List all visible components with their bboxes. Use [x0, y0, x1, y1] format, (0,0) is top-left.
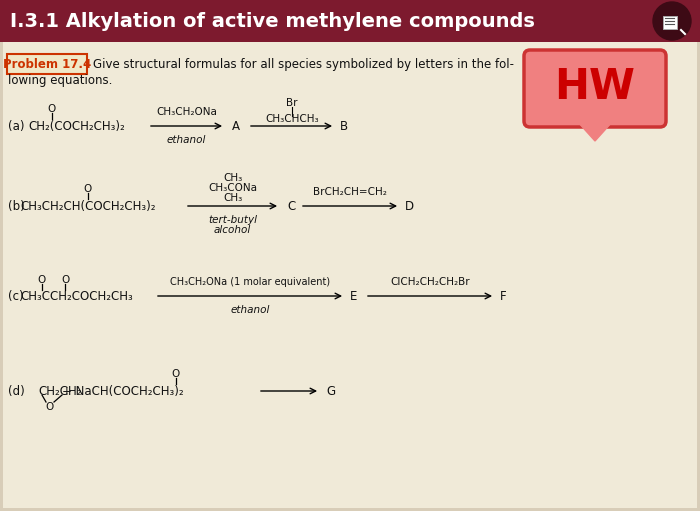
Text: + NaCH(COCH₂CH₃)₂: + NaCH(COCH₂CH₃)₂ — [62, 384, 183, 398]
Text: O: O — [84, 184, 92, 194]
Text: CH₃: CH₃ — [223, 193, 242, 203]
Text: C: C — [287, 199, 295, 213]
Text: E: E — [350, 290, 358, 303]
Text: O: O — [61, 275, 69, 285]
Text: CH₃CH₂ONa: CH₃CH₂ONa — [156, 107, 217, 117]
Text: tert-butyl: tert-butyl — [208, 215, 257, 225]
Text: CH₃CH₂CH(COCH₂CH₃)₂: CH₃CH₂CH(COCH₂CH₃)₂ — [20, 199, 155, 213]
FancyBboxPatch shape — [0, 0, 700, 42]
Text: I.3.1 Alkylation of active methylene compounds: I.3.1 Alkylation of active methylene com… — [10, 12, 535, 31]
Text: lowing equations.: lowing equations. — [8, 74, 113, 86]
FancyBboxPatch shape — [7, 54, 87, 74]
Text: CH₃CH₂ONa (1 molar equivalent): CH₃CH₂ONa (1 molar equivalent) — [170, 277, 330, 287]
Text: ethanol: ethanol — [167, 135, 206, 145]
Circle shape — [653, 2, 691, 40]
Text: CH₃CCH₂COCH₂CH₃: CH₃CCH₂COCH₂CH₃ — [20, 290, 133, 303]
FancyBboxPatch shape — [663, 16, 677, 29]
Polygon shape — [577, 121, 613, 141]
Text: (b): (b) — [8, 199, 25, 213]
Text: BrCH₂CH=CH₂: BrCH₂CH=CH₂ — [313, 187, 387, 197]
Text: (c): (c) — [8, 290, 24, 303]
Text: A: A — [232, 120, 240, 132]
Text: Br: Br — [286, 98, 297, 108]
Text: G: G — [326, 384, 335, 398]
FancyBboxPatch shape — [3, 42, 697, 508]
Text: O: O — [172, 369, 180, 379]
Text: Problem 17.4: Problem 17.4 — [3, 58, 91, 71]
Text: B: B — [340, 120, 348, 132]
FancyBboxPatch shape — [524, 50, 666, 127]
Text: CH₂CH₂: CH₂CH₂ — [38, 384, 81, 398]
Text: alcohol: alcohol — [214, 225, 251, 235]
Text: O: O — [46, 402, 54, 412]
Text: D: D — [405, 199, 414, 213]
Text: CH₃: CH₃ — [223, 173, 242, 183]
Text: CH₂(COCH₂CH₃)₂: CH₂(COCH₂CH₃)₂ — [28, 120, 125, 132]
Text: F: F — [500, 290, 507, 303]
Text: (a): (a) — [8, 120, 25, 132]
Text: O: O — [48, 104, 56, 114]
Text: Give structural formulas for all species symbolized by letters in the fol-: Give structural formulas for all species… — [93, 58, 514, 71]
Text: (d): (d) — [8, 384, 25, 398]
Text: CH₃CONa: CH₃CONa — [208, 183, 257, 193]
Text: ethanol: ethanol — [230, 305, 270, 315]
Text: O: O — [38, 275, 46, 285]
Text: HW: HW — [554, 65, 636, 107]
Text: ClCH₂CH₂CH₂Br: ClCH₂CH₂CH₂Br — [390, 277, 470, 287]
Text: CH₃CHCH₃: CH₃CHCH₃ — [265, 114, 318, 124]
